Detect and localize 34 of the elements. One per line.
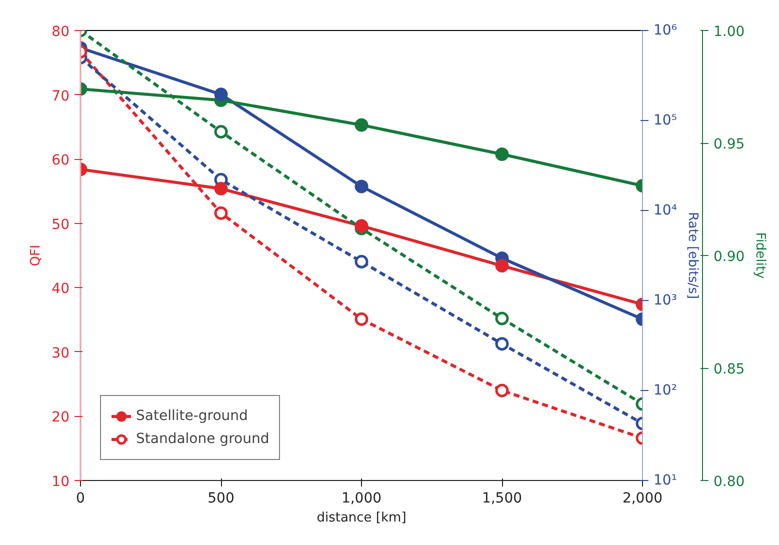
point — [354, 312, 368, 326]
y3-tick-label: 0.85 — [714, 362, 745, 378]
y3-axis-title: Fidelity — [752, 232, 768, 280]
x-tick-label: 500 — [208, 490, 234, 506]
y-tick-label: 70 — [52, 88, 70, 104]
y2-tick-label: 10¹ — [654, 472, 677, 488]
y-tick-label: 20 — [52, 410, 70, 426]
point — [354, 219, 368, 233]
y-tick-label: 80 — [52, 24, 70, 40]
y-tick-label: 50 — [52, 216, 70, 233]
y2-tick-label: 10⁴ — [654, 202, 678, 218]
x-tick-label: 0 — [76, 490, 85, 506]
y2-tick-label: 10⁵ — [654, 112, 677, 128]
y3-tick-label: 0.90 — [714, 249, 745, 265]
y-tick-label: 60 — [52, 152, 70, 169]
y-tick-label: 10 — [52, 474, 70, 490]
y3-tick-label: 0.95 — [714, 136, 745, 152]
y2-axis-title: Rate [ebits/s] — [684, 212, 700, 299]
x-tick-label: 1,500 — [482, 490, 522, 506]
legend-label: Standalone ground — [136, 431, 270, 447]
x-tick-label: 1,000 — [341, 490, 382, 506]
legend-label: Satellite-ground — [136, 408, 248, 424]
point — [354, 254, 368, 268]
point — [354, 180, 368, 194]
x-axis-title: distance [km] — [316, 510, 406, 526]
y-axis-title: QFI — [28, 244, 44, 266]
y-tick-label: 30 — [52, 345, 70, 362]
y3-tick-label: 0.80 — [714, 474, 745, 490]
y3-tick-label: 1.00 — [714, 24, 745, 40]
y2-tick-label: 10² — [654, 382, 677, 398]
y-tick-label: 40 — [52, 281, 70, 298]
x-tick-label: 2,000 — [622, 490, 663, 506]
y2-tick-label: 10⁶ — [654, 22, 678, 38]
y2-tick-label: 10³ — [654, 292, 677, 308]
